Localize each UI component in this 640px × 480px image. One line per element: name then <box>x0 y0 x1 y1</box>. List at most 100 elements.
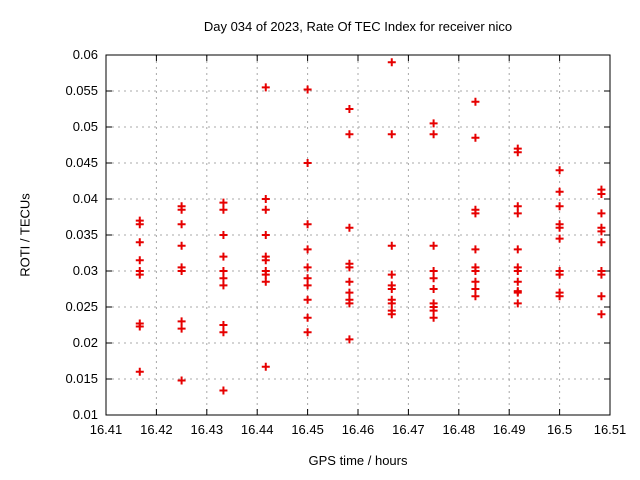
data-point-marker <box>303 85 312 94</box>
y-tick-label: 0.01 <box>73 407 98 422</box>
data-point-marker <box>513 148 522 157</box>
data-point-marker <box>387 58 396 67</box>
data-point-marker <box>471 292 480 301</box>
data-point-marker <box>303 220 312 229</box>
data-point-marker <box>471 209 480 218</box>
x-tick-label: 16.43 <box>191 422 224 437</box>
y-tick-label: 0.025 <box>65 299 98 314</box>
data-point-marker <box>303 328 312 337</box>
data-point-marker <box>345 299 354 308</box>
data-point-marker <box>261 277 270 286</box>
data-point-marker <box>597 238 606 247</box>
data-point-marker <box>429 285 438 293</box>
data-point-marker <box>555 234 564 243</box>
y-tick-label: 0.055 <box>65 83 98 98</box>
data-point-marker <box>387 310 396 319</box>
y-tick-label: 0.02 <box>73 335 98 350</box>
data-point-marker <box>177 376 186 385</box>
y-tick-label: 0.035 <box>65 227 98 242</box>
data-point-marker <box>345 105 354 113</box>
y-tick-label: 0.06 <box>73 47 98 62</box>
data-point-marker <box>303 274 312 283</box>
data-point-marker <box>261 231 270 239</box>
data-point-marker <box>597 292 606 301</box>
data-point-marker <box>597 227 606 236</box>
data-point-marker <box>135 220 144 229</box>
data-point-marker <box>135 256 144 265</box>
data-point-marker <box>303 281 312 290</box>
data-point-marker <box>345 223 354 232</box>
data-point-marker <box>387 285 396 293</box>
data-point-marker <box>219 198 228 207</box>
y-axis-label: ROTI / TECUs <box>17 193 33 277</box>
data-point-marker <box>471 133 480 142</box>
data-point-marker <box>597 209 606 218</box>
x-tick-label: 16.42 <box>140 422 173 437</box>
data-point-marker <box>429 241 438 250</box>
data-point-marker <box>177 324 186 333</box>
data-point-marker <box>429 119 438 128</box>
data-point-marker <box>471 97 480 106</box>
data-point-marker <box>135 238 144 247</box>
data-point-marker <box>303 245 312 254</box>
x-tick-label: 16.48 <box>443 422 476 437</box>
y-tick-label: 0.045 <box>65 155 98 170</box>
data-point-marker <box>429 130 438 139</box>
data-point-marker <box>303 263 312 272</box>
data-point-marker <box>177 241 186 250</box>
data-point-marker <box>219 328 228 337</box>
x-tick-label: 16.41 <box>90 422 123 437</box>
data-point-marker <box>597 270 606 279</box>
data-point-marker <box>513 299 522 308</box>
x-axis-label: GPS time / hours <box>308 453 408 468</box>
data-point-marker <box>303 295 312 304</box>
data-point-marker <box>555 270 564 279</box>
data-point-marker <box>597 310 606 319</box>
data-point-marker <box>219 205 228 214</box>
data-point-marker <box>219 386 228 395</box>
data-point-marker <box>597 189 606 198</box>
data-point-marker <box>345 277 354 286</box>
data-point-marker <box>555 166 564 175</box>
x-tick-label: 16.45 <box>291 422 324 437</box>
data-point-marker <box>177 205 186 214</box>
data-point-marker <box>513 209 522 218</box>
data-point-marker <box>429 274 438 283</box>
x-tick-label: 16.47 <box>392 422 425 437</box>
data-point-marker <box>387 299 396 308</box>
data-point-marker <box>387 241 396 250</box>
data-point-marker <box>555 292 564 301</box>
x-tick-label: 16.44 <box>241 422 274 437</box>
x-tick-label: 16.46 <box>342 422 375 437</box>
data-point-marker <box>513 288 522 297</box>
data-point-marker <box>219 274 228 283</box>
data-point-marker <box>261 256 270 265</box>
data-point-marker <box>135 322 144 331</box>
data-point-marker <box>261 195 270 203</box>
data-point-marker <box>471 245 480 254</box>
data-point-marker <box>261 362 270 371</box>
data-point-marker <box>429 313 438 322</box>
data-point-marker <box>219 281 228 290</box>
data-point-marker <box>555 187 564 196</box>
data-point-marker <box>177 317 186 326</box>
data-point-marker <box>303 159 312 167</box>
x-tick-label: 16.5 <box>547 422 572 437</box>
y-tick-label: 0.015 <box>65 371 98 386</box>
data-point-marker <box>135 367 144 376</box>
y-tick-label: 0.04 <box>73 191 98 206</box>
data-point-marker <box>387 270 396 279</box>
y-tick-label: 0.03 <box>73 263 98 278</box>
y-tick-label: 0.05 <box>73 119 98 134</box>
data-point-marker <box>345 263 354 272</box>
data-point-marker <box>261 205 270 214</box>
data-point-marker <box>135 270 144 279</box>
data-point-marker <box>219 252 228 261</box>
data-point-marker <box>471 277 480 286</box>
data-point-marker <box>429 267 438 275</box>
data-point-marker <box>387 130 396 139</box>
chart-title: Day 034 of 2023, Rate Of TEC Index for r… <box>203 19 513 34</box>
data-point-marker <box>219 231 228 239</box>
data-point-marker <box>513 277 522 286</box>
data-point-marker <box>555 223 564 232</box>
